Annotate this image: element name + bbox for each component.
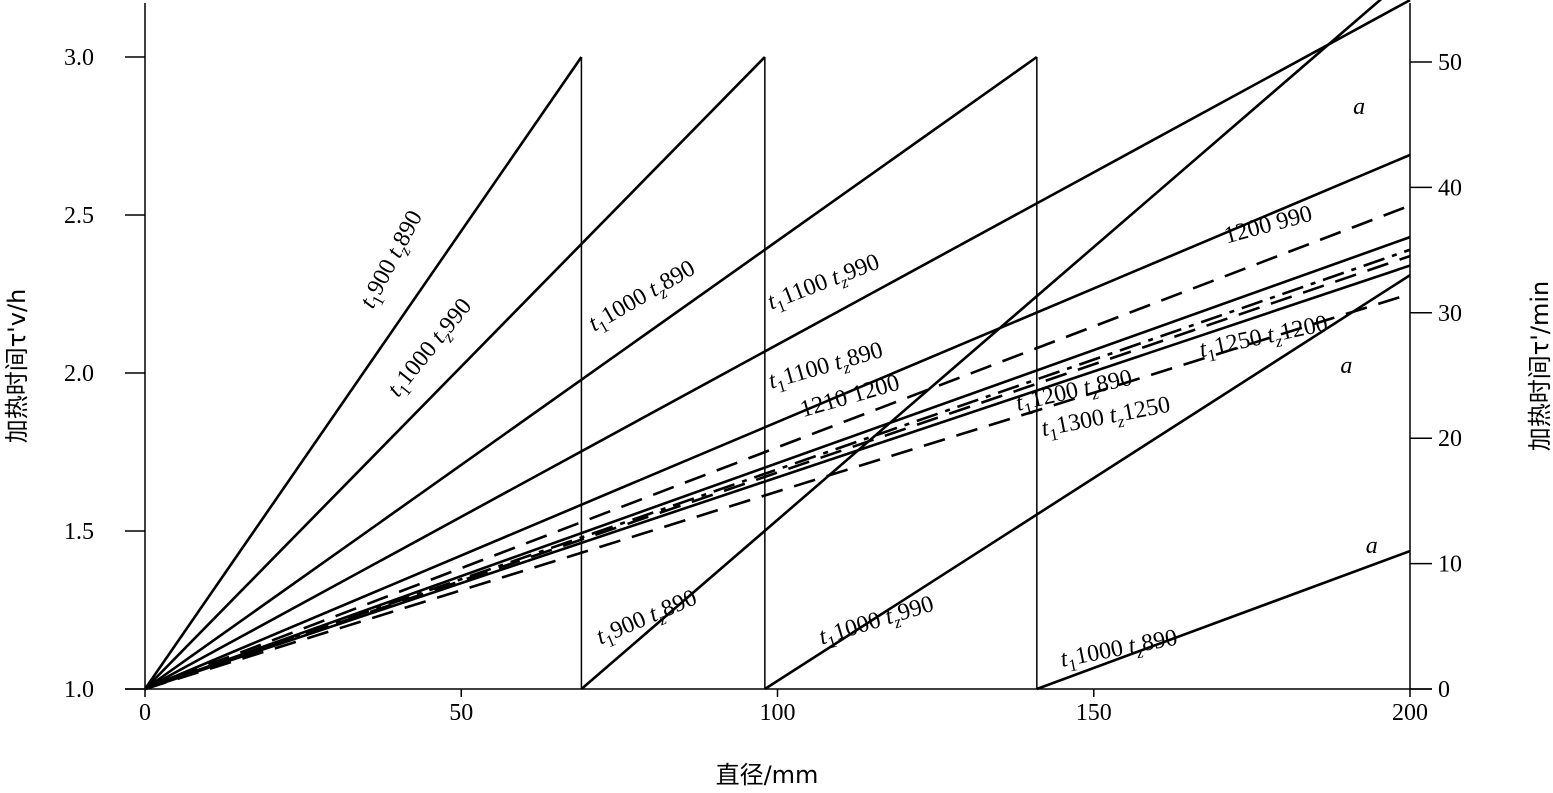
- series-line: [144, 55, 1038, 691]
- series-line: [144, 0, 1411, 691]
- x-axis-title: 直径/mm: [716, 761, 819, 789]
- x-tick-label: 150: [1076, 700, 1112, 726]
- curve-label: a: [1353, 94, 1365, 120]
- curve-label: t11000 tz990: [382, 294, 480, 405]
- axes-group: 0501001502001.01.52.02.53.00102030405060…: [3, 3, 1553, 789]
- series-line: [580, 0, 1383, 690]
- series-line: [764, 274, 1411, 691]
- y-right-tick-label: 40: [1438, 175, 1462, 201]
- y-left-axis-title: 加热时间τ'v/h: [3, 289, 31, 444]
- series-group: [143, 0, 1411, 691]
- curve-label: t11100 tz990: [764, 249, 885, 319]
- series-line: [144, 248, 1411, 691]
- curve-label: t11250 tz1200: [1197, 311, 1331, 367]
- series-line: [143, 56, 583, 690]
- series-line: [144, 56, 766, 690]
- y-left-tick-label: 2.5: [64, 203, 94, 229]
- y-right-tick-label: 0: [1438, 677, 1450, 703]
- y-right-tick-label: 10: [1438, 552, 1462, 578]
- curve-label: t11000 tz990: [816, 591, 938, 654]
- curve-label: t1900 tz890: [593, 585, 703, 654]
- y-left-tick-label: 3.0: [64, 45, 94, 71]
- y-right-tick-label: 30: [1438, 301, 1462, 327]
- curve-label: a: [1340, 353, 1352, 379]
- series-line: [144, 264, 1411, 691]
- series-line: [144, 153, 1411, 691]
- x-tick-label: 0: [139, 700, 151, 726]
- y-right-tick-label: 20: [1438, 426, 1462, 452]
- series-line: [144, 292, 1411, 691]
- curve-label: t1900 tz890: [355, 206, 431, 314]
- series-line: [144, 254, 1411, 691]
- y-right-tick-label: 50: [1438, 50, 1462, 76]
- y-left-tick-label: 2.0: [64, 361, 94, 387]
- series-line: [144, 204, 1411, 691]
- curve-label: t11000 tz890: [584, 255, 702, 340]
- curve-label: 1200 990: [1221, 201, 1315, 249]
- x-tick-label: 50: [449, 700, 473, 726]
- x-tick-label: 200: [1392, 700, 1428, 726]
- series-line: [1036, 549, 1411, 691]
- x-tick-label: 100: [760, 700, 796, 726]
- curve-label: t11000 tz890: [1058, 625, 1180, 677]
- y-right-axis-title: 加热时间τ'/min: [1526, 281, 1553, 451]
- y-left-tick-label: 1.5: [64, 519, 94, 545]
- y-left-tick-label: 1.0: [64, 677, 94, 703]
- curve-label: a: [1366, 533, 1378, 559]
- series-line: [144, 235, 1411, 691]
